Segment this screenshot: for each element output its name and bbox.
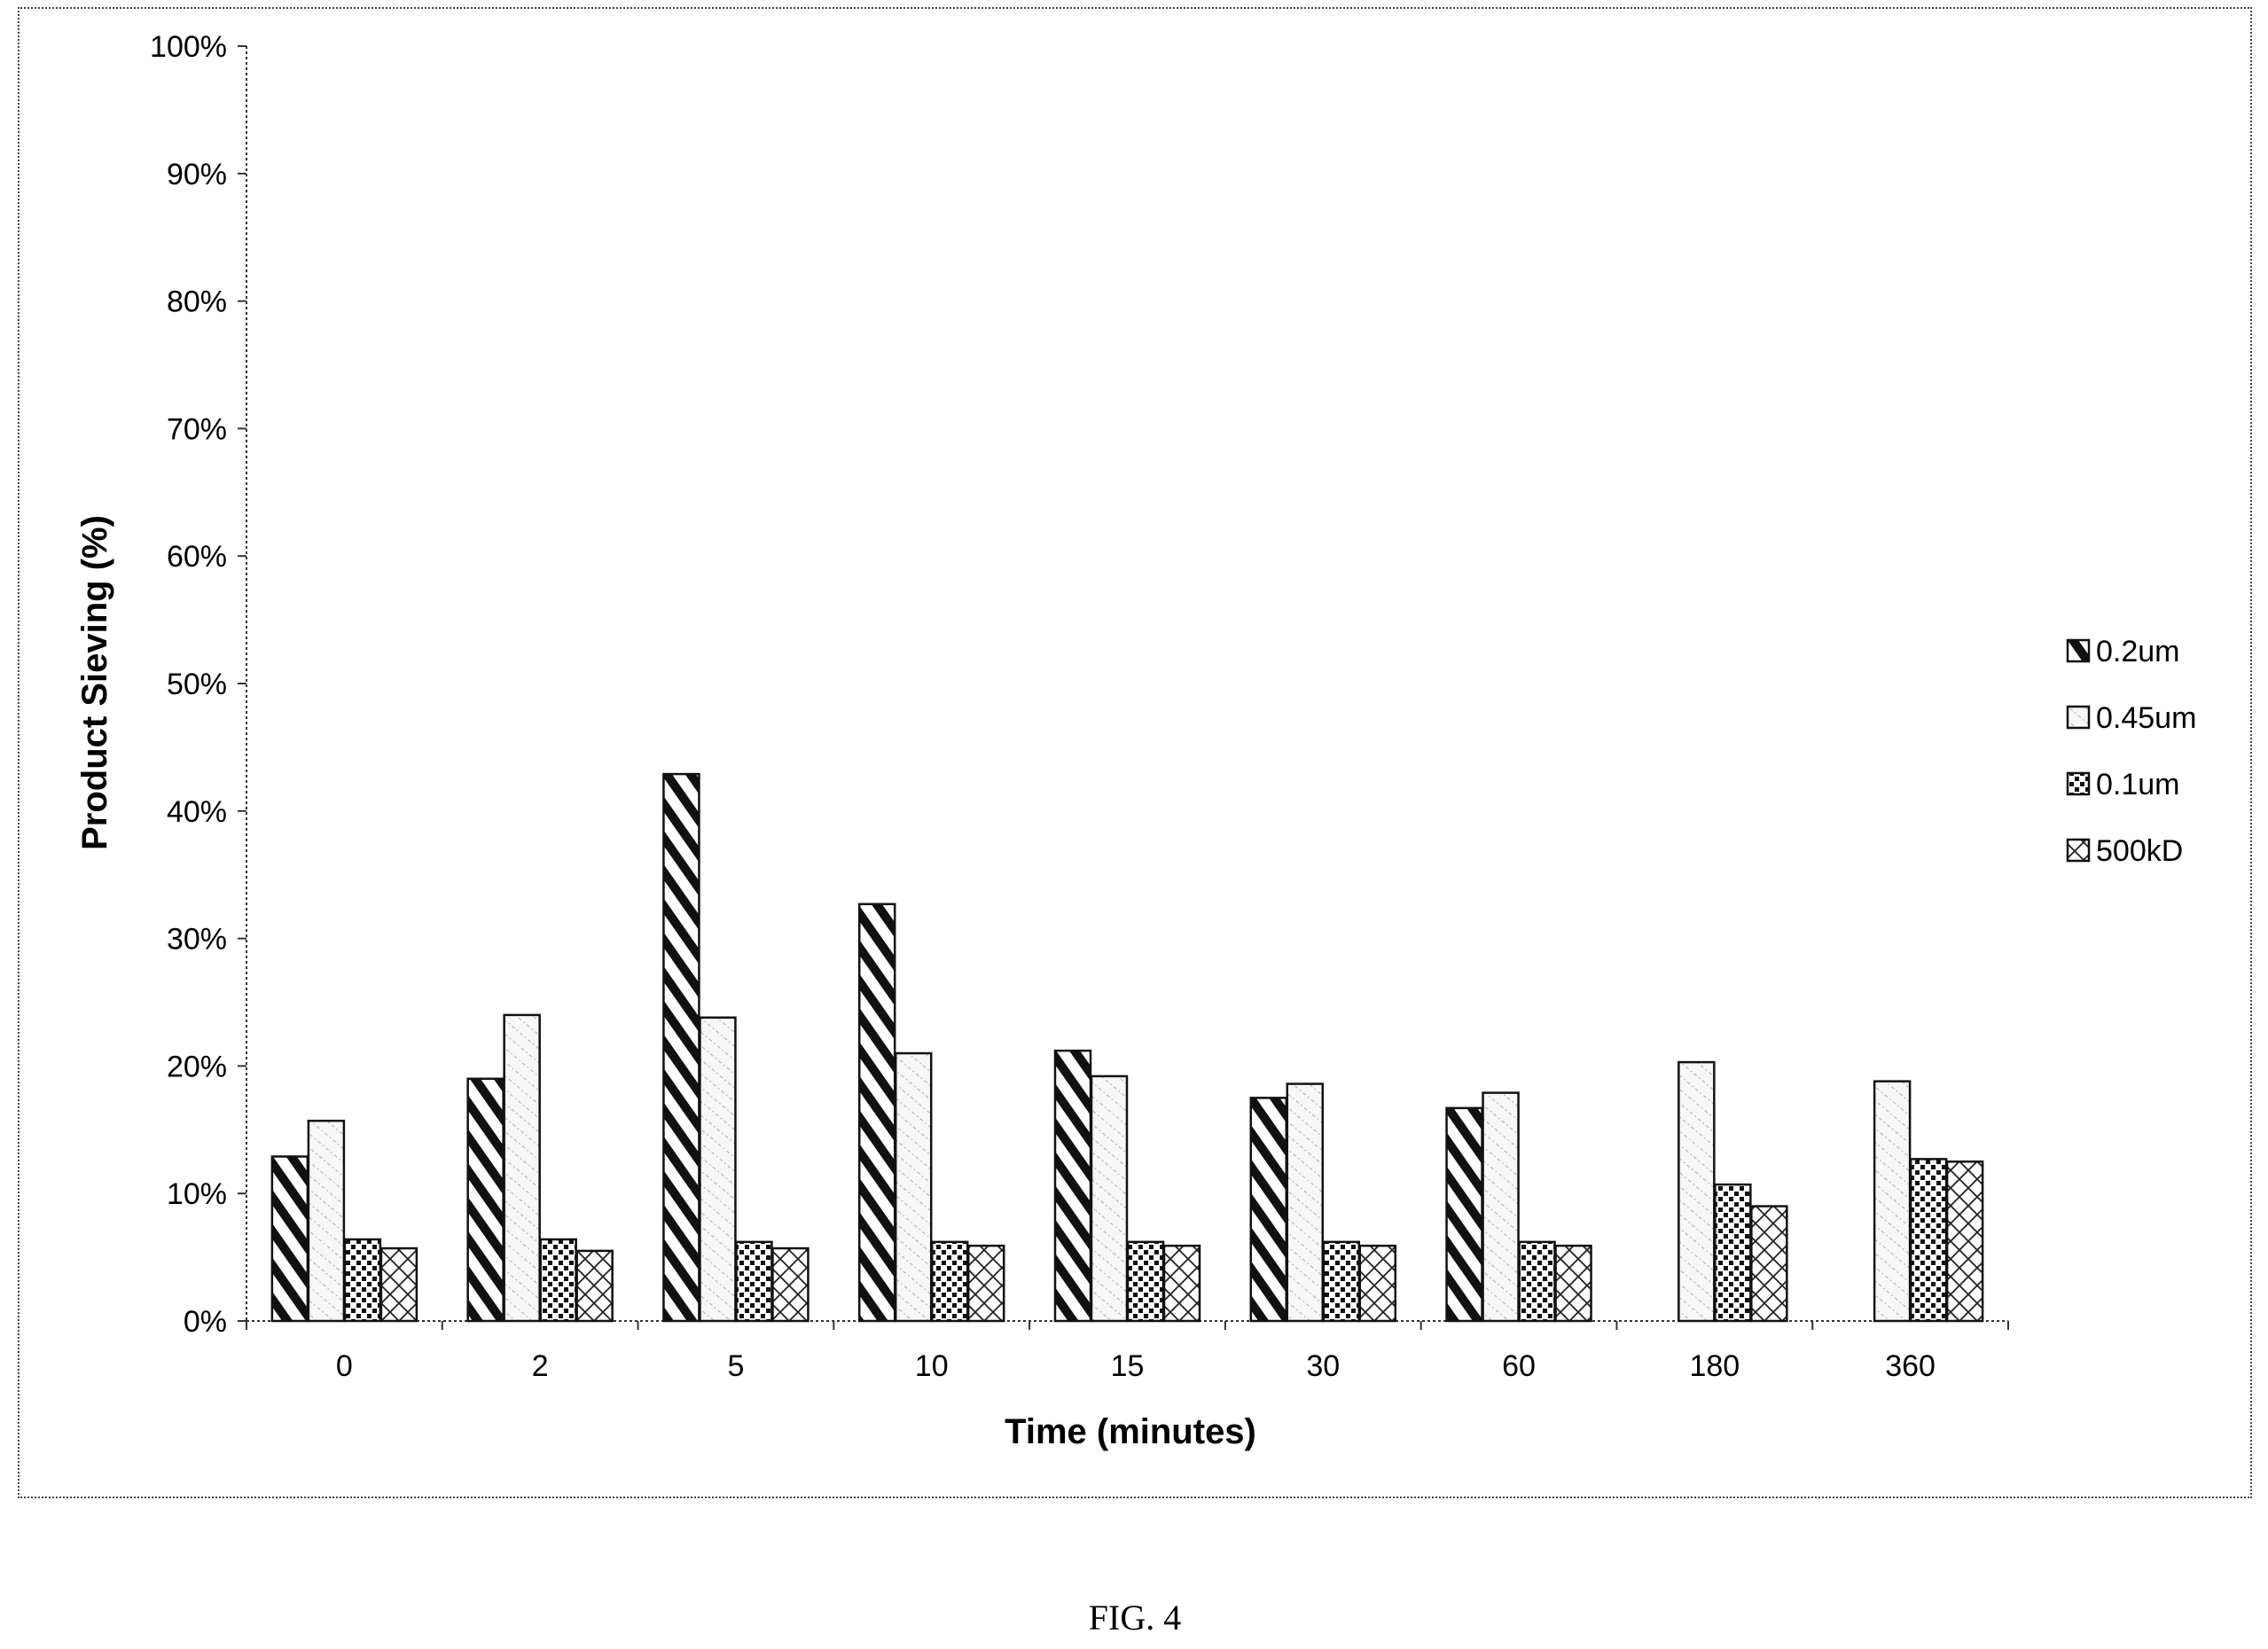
y-tick-label: 50% xyxy=(167,668,227,701)
bar-500kD-30 xyxy=(1358,1244,1397,1323)
y-axis-title: Product Sieving (%) xyxy=(75,515,114,850)
bar-02um-15 xyxy=(1053,1049,1092,1323)
bar-500kD-60 xyxy=(1554,1244,1592,1323)
legend-label-01um: 0.1um xyxy=(2096,768,2180,801)
bar-02um-10 xyxy=(857,903,896,1323)
x-tick-label: 180 xyxy=(1689,1349,1740,1383)
x-tick-label: 15 xyxy=(1111,1349,1145,1383)
x-tick-label: 2 xyxy=(532,1349,549,1383)
y-tick-label: 80% xyxy=(167,285,227,319)
y-tick-label: 90% xyxy=(167,158,227,191)
bar-045um-0 xyxy=(307,1119,346,1323)
bar-500kD-180 xyxy=(1750,1205,1788,1323)
bar-01um-360 xyxy=(1909,1158,1948,1323)
y-tick-label: 30% xyxy=(167,923,227,957)
legend-swatch-01um xyxy=(2066,771,2091,796)
x-tick-label: 60 xyxy=(1502,1349,1536,1383)
bar-045um-2 xyxy=(503,1013,541,1323)
y-tick-label: 60% xyxy=(167,540,227,574)
y-tick-label: 70% xyxy=(167,412,227,446)
bar-045um-10 xyxy=(894,1051,933,1323)
bar-02um-30 xyxy=(1249,1097,1288,1323)
bar-500kD-10 xyxy=(966,1244,1005,1323)
bar-500kD-5 xyxy=(771,1247,809,1323)
bar-045um-30 xyxy=(1286,1082,1325,1323)
bar-02um-5 xyxy=(662,772,700,1323)
legend-label-02um: 0.2um xyxy=(2096,635,2180,668)
x-tick-label: 10 xyxy=(915,1349,949,1383)
legend-swatch-500kD xyxy=(2066,838,2091,863)
bar-500kD-360 xyxy=(1945,1161,1984,1323)
y-tick-label: 20% xyxy=(167,1050,227,1083)
bar-045um-15 xyxy=(1090,1075,1129,1323)
x-tick-label: 30 xyxy=(1306,1349,1340,1383)
legend-swatch-02um xyxy=(2066,638,2091,663)
y-tick-label: 40% xyxy=(167,795,227,829)
x-tick-label: 360 xyxy=(1885,1349,1936,1383)
bar-045um-360 xyxy=(1873,1080,1912,1323)
x-tick-label: 0 xyxy=(336,1349,353,1383)
bar-500kD-15 xyxy=(1162,1244,1201,1323)
bar-02um-60 xyxy=(1445,1106,1483,1323)
bar-02um-2 xyxy=(466,1077,504,1323)
x-axis-title: Time (minutes) xyxy=(1005,1412,1256,1451)
bar-01um-2 xyxy=(539,1238,577,1323)
chart-frame xyxy=(18,7,2252,1498)
y-tick-label: 10% xyxy=(167,1177,227,1211)
bar-01um-60 xyxy=(1518,1240,1556,1323)
figure-caption: FIG. 4 xyxy=(1089,1598,1181,1637)
bar-01um-180 xyxy=(1714,1183,1752,1323)
legend-label-500kD: 500kD xyxy=(2096,834,2183,868)
legend-label-045um: 0.45um xyxy=(2096,701,2196,735)
y-tick-label: 0% xyxy=(184,1305,227,1339)
legend-swatch-045um xyxy=(2066,705,2091,730)
y-tick-label: 100% xyxy=(150,30,227,64)
bar-02um-0 xyxy=(270,1155,309,1323)
bar-01um-10 xyxy=(930,1240,969,1323)
bar-01um-30 xyxy=(1322,1240,1361,1323)
bar-01um-0 xyxy=(343,1238,382,1323)
bar-045um-5 xyxy=(699,1016,737,1323)
bar-01um-15 xyxy=(1126,1240,1165,1323)
bar-045um-180 xyxy=(1678,1060,1716,1323)
bar-500kD-2 xyxy=(575,1249,614,1323)
bar-01um-5 xyxy=(735,1240,773,1323)
x-tick-label: 5 xyxy=(727,1349,744,1383)
bar-500kD-0 xyxy=(379,1247,418,1323)
bar-045um-60 xyxy=(1482,1091,1520,1323)
